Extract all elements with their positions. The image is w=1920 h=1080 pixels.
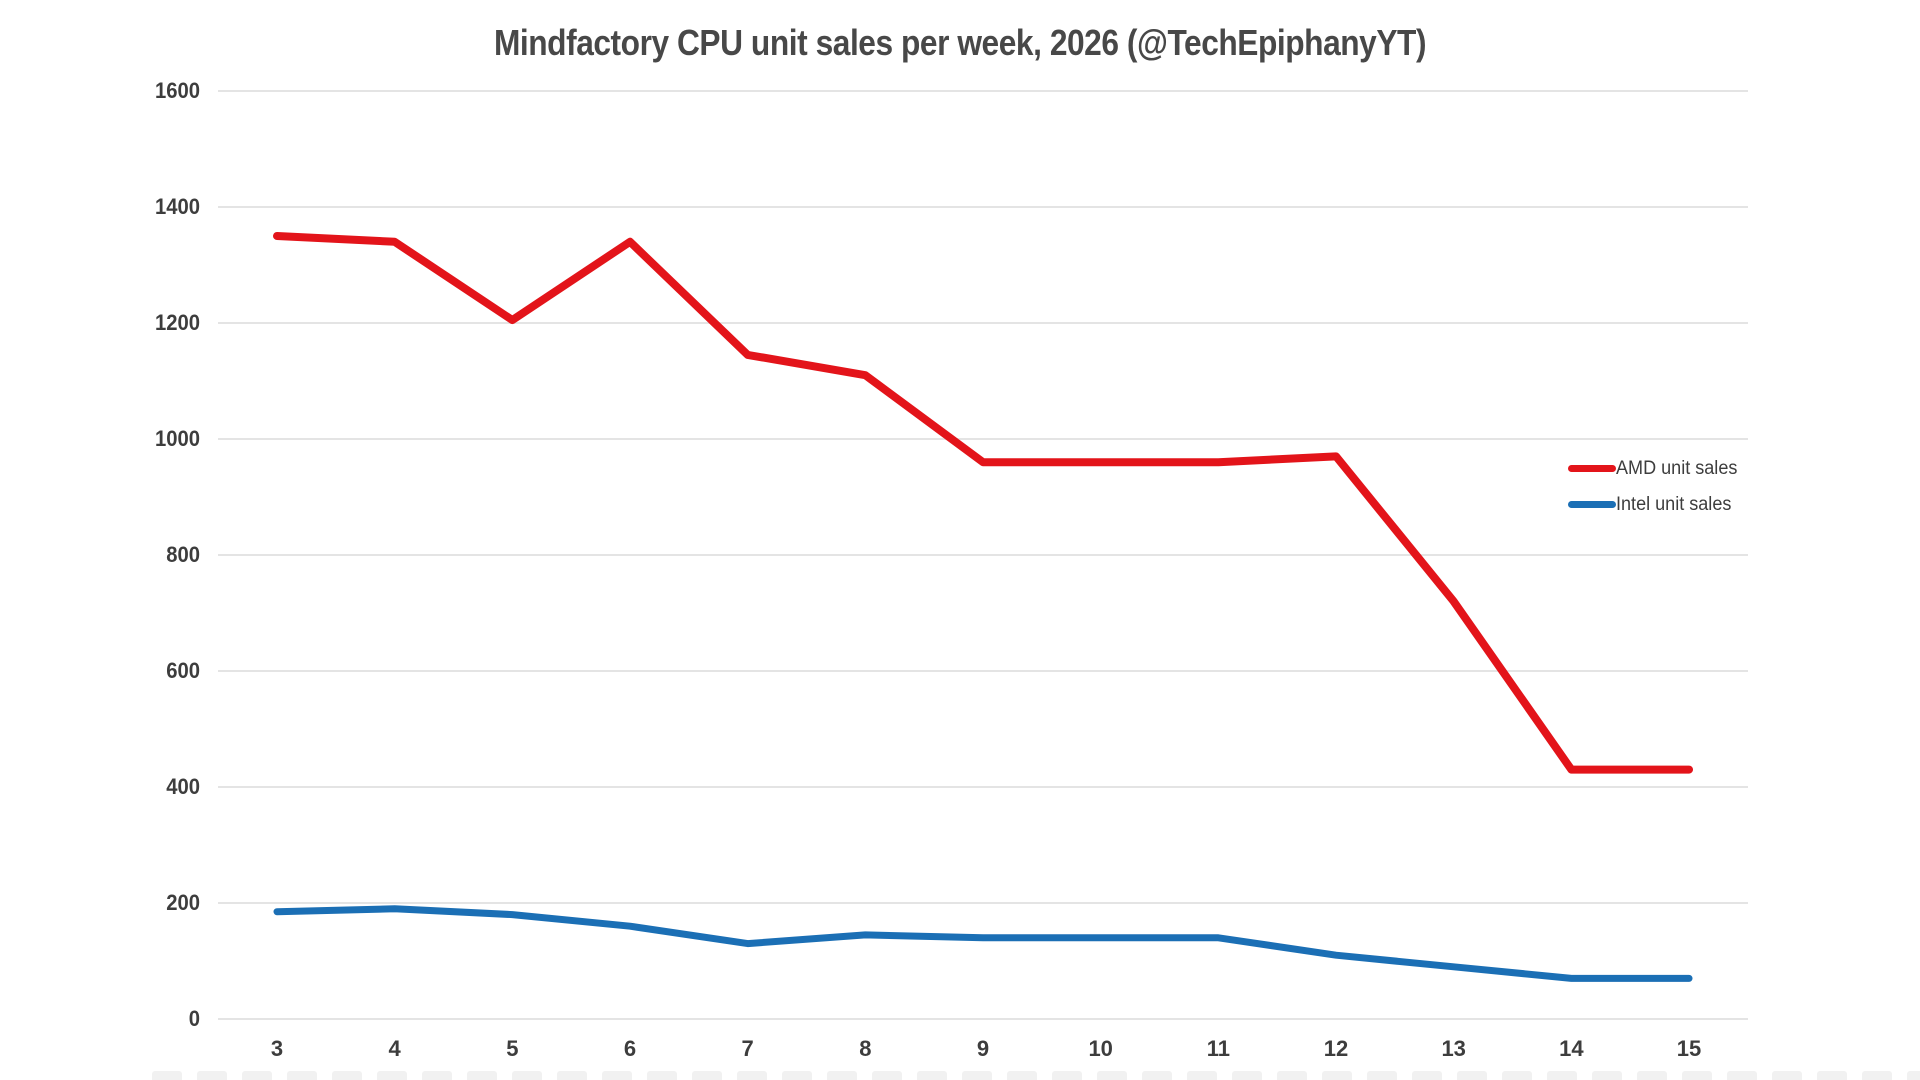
amd-line-swatch bbox=[1568, 465, 1616, 472]
bottom-row-dash bbox=[1547, 1071, 1577, 1080]
bottom-row-dash bbox=[1142, 1071, 1172, 1080]
bottom-row-dash bbox=[1232, 1071, 1262, 1080]
bottom-row-dash bbox=[1907, 1071, 1920, 1080]
bottom-row-dash bbox=[872, 1071, 902, 1080]
series-line-intel bbox=[273, 905, 1693, 982]
y-tick-label: 0 bbox=[188, 1006, 200, 1031]
bottom-row-dash bbox=[1277, 1071, 1307, 1080]
bottom-row-dash bbox=[782, 1071, 812, 1080]
y-tick-label: 1200 bbox=[154, 310, 200, 335]
x-tick-label: 15 bbox=[1676, 1036, 1702, 1061]
x-tick-label: 7 bbox=[741, 1036, 754, 1061]
bottom-row-dash bbox=[1052, 1071, 1082, 1080]
bottom-row-dash bbox=[422, 1071, 452, 1080]
y-tick-label: 400 bbox=[166, 774, 200, 799]
bottom-row-dash bbox=[602, 1071, 632, 1080]
bottom-row-dash bbox=[1322, 1071, 1352, 1080]
x-tick-label: 11 bbox=[1206, 1036, 1230, 1061]
bottom-row-dash bbox=[962, 1071, 992, 1080]
bottom-row-dash bbox=[332, 1071, 362, 1080]
legend-label-amd: AMD unit sales bbox=[1616, 458, 1738, 479]
bottom-row-dash bbox=[647, 1071, 677, 1080]
legend: AMD unit sales Intel unit sales bbox=[1568, 459, 1744, 514]
bottom-row-dash bbox=[152, 1071, 182, 1080]
bottom-row-dash bbox=[1502, 1071, 1532, 1080]
legend-item-amd: AMD unit sales bbox=[1568, 459, 1744, 478]
y-tick-label: 1600 bbox=[154, 78, 200, 103]
bottom-row-dash bbox=[1457, 1071, 1487, 1080]
bottom-row-dash bbox=[1592, 1071, 1622, 1080]
bottom-row-dash bbox=[287, 1071, 317, 1080]
x-tick-label: 5 bbox=[506, 1036, 519, 1061]
bottom-row-dash bbox=[242, 1071, 272, 1080]
legend-item-intel: Intel unit sales bbox=[1568, 495, 1744, 514]
y-tick-label: 1400 bbox=[154, 194, 200, 219]
chart-title: Mindfactory CPU unit sales per week, 202… bbox=[493, 22, 1427, 63]
bottom-row-dash bbox=[1772, 1071, 1802, 1080]
bottom-row-dash bbox=[917, 1071, 947, 1080]
x-tick-label: 9 bbox=[976, 1036, 990, 1061]
legend-label-intel: Intel unit sales bbox=[1616, 494, 1732, 515]
bottom-row-dash bbox=[827, 1071, 857, 1080]
y-tick-label: 1000 bbox=[154, 426, 200, 451]
x-tick-label: 14 bbox=[1559, 1036, 1584, 1061]
bottom-row-dash bbox=[737, 1071, 767, 1080]
bottom-row-dash bbox=[1097, 1071, 1127, 1080]
bottom-row-dash bbox=[1862, 1071, 1892, 1080]
x-tick-label: 12 bbox=[1323, 1036, 1349, 1061]
bottom-row-dash bbox=[1007, 1071, 1037, 1080]
y-tick-label: 200 bbox=[166, 890, 200, 915]
bottom-row-dash bbox=[377, 1071, 407, 1080]
x-tick-label: 3 bbox=[270, 1036, 284, 1061]
bottom-row-dash bbox=[512, 1071, 542, 1080]
bottom-row-dash bbox=[1187, 1071, 1217, 1080]
bottom-row-dash bbox=[1682, 1071, 1712, 1080]
bottom-row-dash bbox=[1817, 1071, 1847, 1080]
series-line-amd bbox=[273, 232, 1694, 774]
bottom-row-dash bbox=[1727, 1071, 1757, 1080]
bottom-row-dash bbox=[1637, 1071, 1667, 1080]
bottom-row-dash bbox=[557, 1071, 587, 1080]
bottom-row-dash bbox=[1412, 1071, 1442, 1080]
x-tick-label: 10 bbox=[1088, 1036, 1113, 1061]
y-tick-label: 800 bbox=[166, 542, 200, 567]
x-tick-label: 6 bbox=[623, 1036, 637, 1061]
bottom-row-dash bbox=[1367, 1071, 1397, 1080]
y-tick-label: 600 bbox=[166, 658, 200, 683]
x-tick-label: 8 bbox=[859, 1036, 872, 1061]
bottom-row-dash bbox=[197, 1071, 227, 1080]
x-tick-label: 4 bbox=[388, 1036, 401, 1061]
x-tick-label: 13 bbox=[1441, 1036, 1466, 1061]
intel-line-swatch bbox=[1568, 501, 1616, 508]
bottom-row-dash bbox=[692, 1071, 722, 1080]
bottom-row-dash bbox=[467, 1071, 497, 1080]
